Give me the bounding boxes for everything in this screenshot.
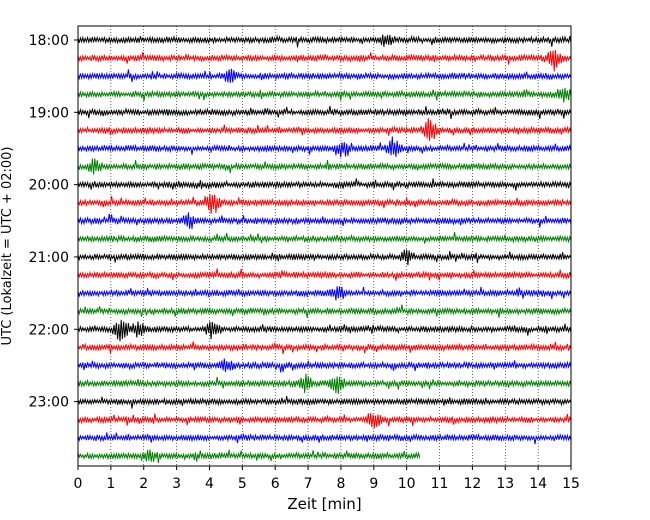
y-tick-label: 18:00 [29,33,69,49]
x-tick-label: 4 [205,476,214,492]
trace-2015 [77,193,572,214]
trace-2045 [77,231,572,244]
x-grid [110,26,539,466]
x-tick-label: 15 [562,476,580,492]
x-tick-label: 13 [496,476,514,492]
trace-1930 [77,136,572,158]
x-tick-label: 12 [463,476,481,492]
trace-1830 [77,68,572,83]
y-tick-label: 19:00 [29,105,69,121]
x-tick-label: 9 [369,476,378,492]
trace-2230 [77,358,572,373]
trace-group [77,34,572,463]
x-tick-label: 8 [336,476,345,492]
x-tick-label: 10 [398,476,416,492]
y-axis-label: UTC (Lokalzeit = UTC + 02:00) [0,147,15,346]
x-tick-label: 6 [271,476,280,492]
trace-2130 [77,286,572,301]
x-tick-label: 7 [304,476,313,492]
trace-2215 [77,341,572,355]
y-tick-label: 23:00 [29,395,69,411]
x-tick-label: 5 [238,476,247,492]
y-tick-label: 22:00 [29,322,69,338]
trace-2100 [77,249,572,266]
trace-2200 [77,319,572,342]
trace-2115 [77,268,572,281]
x-tick-label: 11 [431,476,449,492]
trace-2000 [77,178,572,191]
trace-2030 [77,212,572,229]
trace-2245 [77,373,572,395]
trace-2330 [77,432,572,445]
y-tick-label: 20:00 [29,178,69,194]
trace-1900 [77,105,572,120]
trace-1945 [77,158,572,175]
trace-2345 [77,449,421,463]
trace-2145 [77,304,572,318]
trace-1815 [77,49,572,72]
x-tick-label: 3 [172,476,181,492]
plot-frame [77,25,572,467]
x-axis-ticks: 0 1 2 3 4 5 6 7 8 9 10 11 12 13 14 15 [74,466,580,492]
x-axis-label: Zeit [min] [287,495,361,513]
trace-1845 [77,87,572,103]
x-tick-label: 1 [106,476,115,492]
y-axis-ticks: 18:00 19:00 20:00 21:00 22:00 23:00 [29,33,78,411]
trace-1800 [77,34,572,48]
trace-1915 [77,118,572,141]
y-tick-label: 21:00 [29,250,69,266]
x-tick-label: 14 [529,476,547,492]
trace-2300 [77,396,572,409]
trace-2315 [77,413,572,429]
x-tick-label: 2 [139,476,148,492]
x-tick-label: 0 [74,476,83,492]
